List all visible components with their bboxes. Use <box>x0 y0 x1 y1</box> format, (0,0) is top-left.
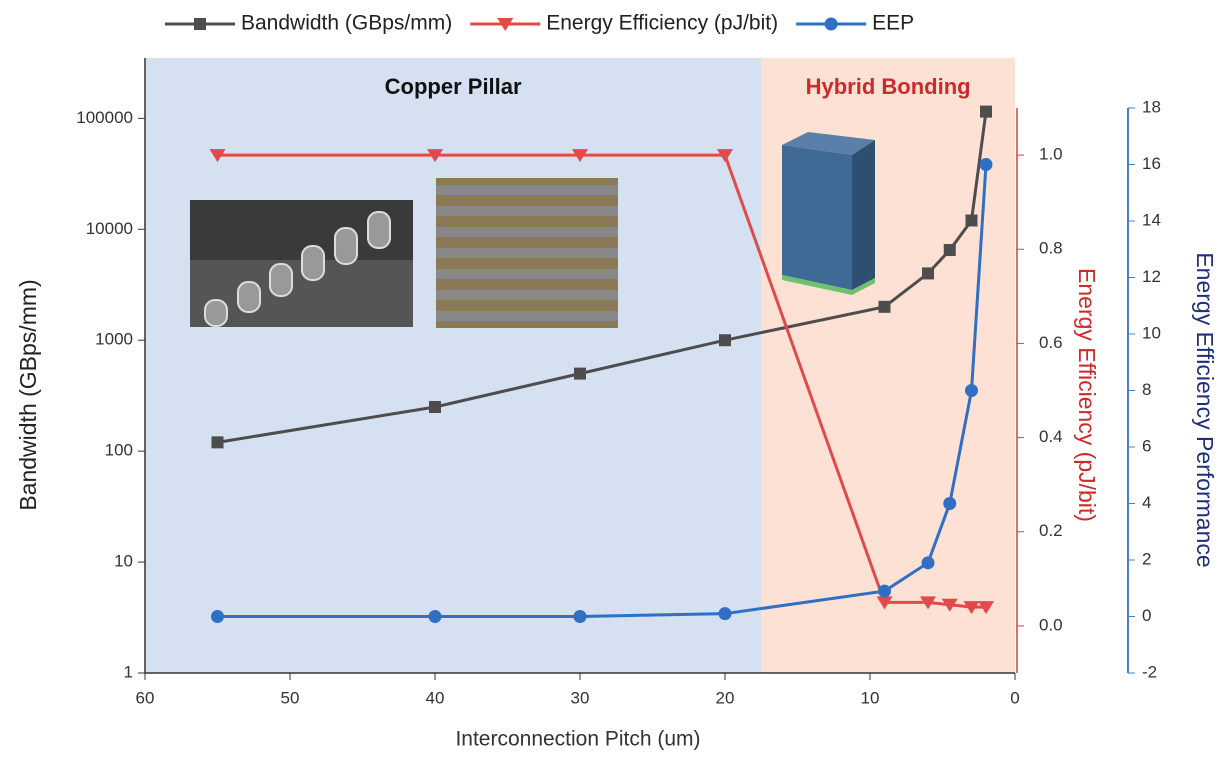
stacked-layers <box>436 178 618 328</box>
y3-tick-label: 2 <box>1142 549 1151 568</box>
y2-tick-label: 0.8 <box>1039 239 1063 258</box>
y-tick-label: 10000 <box>86 219 133 238</box>
marker <box>944 244 956 256</box>
y3-tick-label: 6 <box>1142 436 1151 455</box>
x-tick-label: 60 <box>136 688 155 707</box>
marker <box>825 18 838 31</box>
marker <box>922 556 935 569</box>
legend-label: EEP <box>872 12 914 35</box>
y2-tick-label: 0.0 <box>1039 615 1063 634</box>
y-tick-label: 1 <box>124 662 133 681</box>
marker <box>429 401 441 413</box>
marker <box>878 585 891 598</box>
y-axis-title: Bandwidth (GBps/mm) <box>15 279 41 510</box>
y2-tick-label: 0.4 <box>1039 427 1063 446</box>
y-tick-label: 1000 <box>95 330 133 349</box>
marker <box>719 334 731 346</box>
y-tick-label: 100000 <box>76 108 133 127</box>
y3-tick-label: 0 <box>1142 606 1151 625</box>
legend: Bandwidth (GBps/mm) Energy Efficiency (pJ… <box>165 12 914 35</box>
marker <box>879 301 891 313</box>
legend-label: Energy Efficiency (pJ/bit) <box>546 12 778 35</box>
marker <box>574 368 586 380</box>
region <box>145 58 761 673</box>
marker <box>965 384 978 397</box>
marker <box>194 18 206 30</box>
marker <box>980 158 993 171</box>
marker <box>922 267 934 279</box>
y2-tick-label: 0.2 <box>1039 521 1063 540</box>
marker <box>212 436 224 448</box>
marker <box>943 497 956 510</box>
building <box>782 132 875 295</box>
marker <box>966 214 978 226</box>
legend-label: Bandwidth (GBps/mm) <box>241 12 452 35</box>
y3-axis-title: Energy Efficiency Performance <box>1192 252 1218 567</box>
y3-tick-label: 8 <box>1142 380 1151 399</box>
x-axis-title: Interconnection Pitch (um) <box>455 728 700 751</box>
marker <box>980 106 992 118</box>
marker <box>429 610 442 623</box>
y3-tick-label: 4 <box>1142 493 1151 512</box>
y3-tick-label: 16 <box>1142 154 1161 173</box>
y3-tick-label: -2 <box>1142 662 1157 681</box>
y3-tick-label: 14 <box>1142 210 1161 229</box>
y3-tick-label: 18 <box>1142 97 1161 116</box>
x-tick-label: 30 <box>571 688 590 707</box>
region-label: Hybrid Bonding <box>806 74 971 99</box>
y-tick-label: 10 <box>114 552 133 571</box>
region-label: Copper Pillar <box>385 74 522 99</box>
y-tick-label: 100 <box>105 441 133 460</box>
marker <box>719 607 732 620</box>
x-tick-label: 20 <box>716 688 735 707</box>
y2-axis-title: Energy Efficiency (pJ/bit) <box>1074 268 1100 522</box>
y2-tick-label: 1.0 <box>1039 145 1063 164</box>
x-tick-label: 50 <box>281 688 300 707</box>
marker <box>211 610 224 623</box>
marker <box>574 610 587 623</box>
x-tick-label: 40 <box>426 688 445 707</box>
y3-tick-label: 12 <box>1142 267 1161 286</box>
y3-tick-label: 10 <box>1142 323 1161 342</box>
y2-tick-label: 0.6 <box>1039 333 1063 352</box>
x-tick-label: 10 <box>861 688 880 707</box>
x-tick-label: 0 <box>1010 688 1019 707</box>
chart: Copper PillarHybrid Bonding 605040302010… <box>0 0 1221 759</box>
